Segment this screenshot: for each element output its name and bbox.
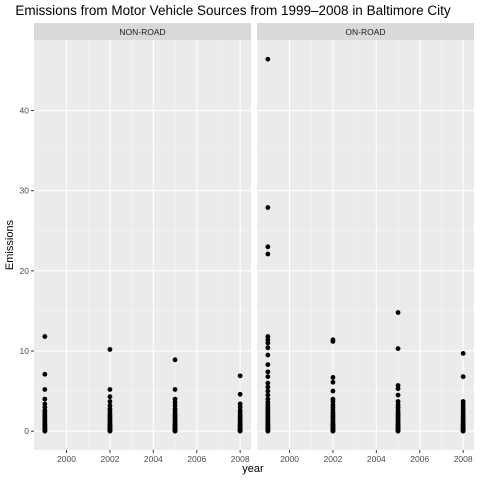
facet-strip-background [34,23,251,40]
facet-panel-non-road: NON-ROAD [34,23,251,450]
x-tick-label: 2006 [187,454,206,464]
x-tick-label: 2000 [280,454,299,464]
data-point [237,373,243,379]
data-point [42,371,48,377]
x-tick-label: 2008 [231,454,250,464]
data-point [265,251,271,257]
data-point [265,388,271,394]
data-point [265,345,271,351]
data-point [172,396,178,402]
y-axis: 0 10 20 30 40 [20,106,34,436]
y-tick-label: 10 [20,346,30,356]
x-tick-label: 2000 [57,454,76,464]
facet-strip-background [257,23,474,40]
data-point [460,374,466,380]
y-axis-label: Emissions [4,219,16,270]
facet-gridlines [257,40,474,450]
data-point [107,387,113,392]
data-point [395,346,401,352]
data-point [265,380,271,386]
data-point [42,396,48,402]
x-axis-non-road: 2000 2002 2004 2006 2008 [57,450,250,464]
data-point [237,391,243,397]
facet-strip-label: ON-ROAD [345,27,385,37]
data-point [330,396,336,402]
data-point [330,337,336,343]
x-tick-label: 2002 [323,454,342,464]
data-point [172,387,178,392]
data-point [395,310,401,315]
data-point [265,374,271,380]
data-point [395,399,401,404]
data-point [330,379,336,385]
x-tick-label: 2004 [367,454,386,464]
facet-points [265,56,466,434]
y-tick-label: 0 [24,426,29,436]
data-point [42,387,48,392]
data-point [460,351,466,356]
data-point [237,401,243,407]
data-point [42,401,48,407]
data-point [107,347,113,352]
data-point [395,383,401,388]
x-tick-label: 2008 [454,454,473,464]
facet-points [42,334,243,434]
y-tick-label: 30 [20,186,30,196]
x-axis-label: year [242,463,264,475]
facet-panel-on-road: ON-ROAD [257,23,474,450]
data-point [265,392,271,398]
chart-title: Emissions from Motor Vehicle Sources fro… [15,3,450,18]
data-point [265,362,271,368]
data-point [107,403,113,408]
x-tick-label: 2004 [144,454,163,464]
x-axis-on-road: 2000 2002 2004 2006 2008 [280,450,473,464]
data-point [107,394,113,400]
data-point [265,384,271,390]
x-tick-label: 2002 [100,454,119,464]
data-point [330,388,336,394]
data-point [265,205,271,210]
x-tick-label: 2006 [410,454,429,464]
data-point [265,334,271,339]
data-point [265,369,271,375]
facet-plot-background [34,40,251,450]
data-point [42,334,48,339]
data-point [460,399,466,404]
data-point [172,357,178,363]
data-point [265,56,271,62]
y-tick-label: 40 [20,106,30,116]
data-point [107,399,113,404]
data-point [330,375,336,380]
data-point [265,396,271,402]
data-point [265,352,271,358]
facet-strip-label: NON-ROAD [119,27,165,37]
facet-plot-background [257,40,474,450]
facet-gridlines [34,40,251,450]
y-tick-label: 20 [20,266,30,276]
data-point [265,244,271,250]
data-point [395,392,401,398]
